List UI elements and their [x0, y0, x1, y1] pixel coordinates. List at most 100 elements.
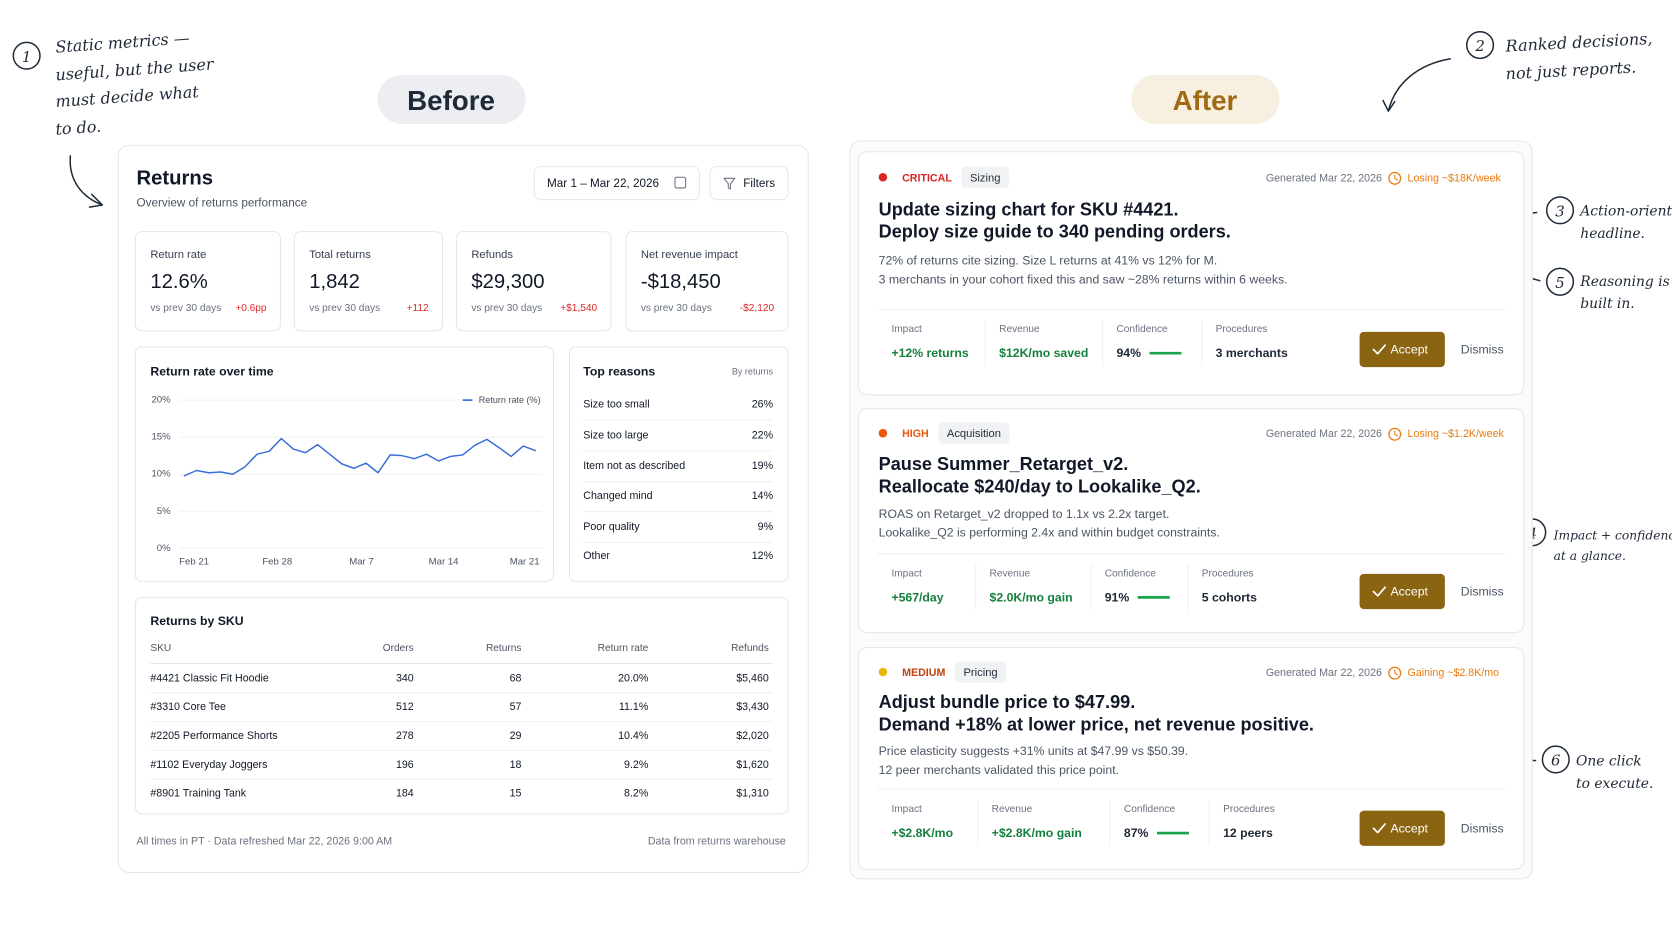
accept-label[interactable]: Accept	[1390, 342, 1428, 356]
accept-button[interactable]	[1359, 810, 1445, 846]
kpi-value: -$18,450	[641, 271, 721, 293]
kpi-card	[293, 231, 444, 332]
reasons-subtitle: By returns	[732, 366, 774, 376]
annotation-text: to do.	[55, 117, 102, 139]
status-icon	[1388, 171, 1402, 185]
annotation-number: 5	[1555, 274, 1564, 292]
reasons-card	[568, 346, 789, 582]
kpi-label: Return rate	[150, 249, 206, 261]
kpi-value: 12.6%	[150, 271, 207, 293]
category-label: Sizing	[970, 172, 1000, 184]
filters-button[interactable]	[709, 166, 789, 201]
kpi-compare: vs prev 30 days	[150, 303, 221, 314]
annotation-number: 3	[1555, 202, 1564, 220]
reason-label: Item not as described	[583, 460, 685, 472]
after-label: After	[1173, 85, 1238, 116]
check-icon	[1372, 823, 1387, 834]
table-header: SKU	[150, 643, 171, 654]
status-icon	[1388, 427, 1402, 441]
annotation-arrow	[1382, 58, 1451, 112]
annotation-number: 6	[1551, 752, 1560, 770]
reason-value: 12%	[752, 550, 774, 562]
metric-value: $2.0K/mo gain	[990, 590, 1073, 604]
status-icon-hand	[1394, 430, 1398, 437]
table-cell: 15	[510, 788, 522, 800]
headline: Demand +18% at lower price, net revenue …	[879, 714, 1314, 734]
x-tick-label: Mar 21	[510, 557, 540, 568]
status-icon-hand	[1394, 174, 1398, 181]
annotation-text: Action-oriented	[1578, 203, 1672, 219]
accept-button[interactable]	[1359, 573, 1445, 610]
table-cell: 10.4%	[618, 730, 649, 742]
dashboard-title: Returns	[136, 167, 213, 189]
accept-button[interactable]	[1359, 331, 1445, 368]
reason-value: 26%	[752, 398, 774, 410]
annotation-text: useful, but the user	[55, 54, 216, 84]
category-label: Pricing	[963, 667, 997, 679]
status-icon-hand	[1394, 669, 1398, 676]
category-pill	[961, 166, 1009, 188]
headline: Deploy size guide to 340 pending orders.	[879, 222, 1231, 242]
reasoning: ROAS on Retarget_v2 dropped to 1.1x vs 2…	[879, 507, 1170, 521]
status-text: Losing ~$1.2K/week	[1408, 428, 1505, 440]
metric-label: Confidence	[1124, 804, 1176, 815]
y-tick-label: 10%	[151, 469, 171, 480]
accept-label[interactable]: Accept	[1390, 821, 1428, 835]
table-cell: 68	[510, 672, 522, 684]
table-cell: 196	[396, 759, 414, 771]
table-cell: $5,460	[736, 672, 769, 684]
metric-value: +567/day	[891, 590, 943, 604]
severity-dot	[878, 667, 888, 677]
reason-label: Size too small	[583, 398, 649, 410]
metric-value: 94%	[1116, 346, 1141, 360]
kpi-value: 1,842	[309, 271, 360, 293]
dismiss-button[interactable]: Dismiss	[1461, 342, 1504, 356]
annotation-text: must decide what	[55, 82, 200, 111]
table-header: Refunds	[731, 643, 769, 654]
annotation-text: Ranked decisions,	[1504, 29, 1653, 56]
category-pill	[938, 422, 1010, 444]
accept-label[interactable]: Accept	[1390, 585, 1428, 599]
calendar-icon	[674, 176, 687, 189]
before-label: Before	[407, 85, 495, 116]
dismiss-button[interactable]: Dismiss	[1461, 821, 1504, 835]
kpi-label: Total returns	[309, 249, 371, 261]
reasoning: Lookalike_Q2 is performing 2.4x and with…	[879, 525, 1220, 539]
x-tick-label: Feb 21	[179, 557, 209, 568]
severity-label: HIGH	[902, 428, 929, 440]
generated-date: Generated Mar 22, 2026	[1266, 667, 1382, 679]
reason-value: 19%	[752, 460, 774, 472]
check-icon	[1372, 344, 1387, 355]
annotation-text: not just reports.	[1505, 57, 1637, 83]
annotation-number: 1	[22, 48, 31, 66]
kpi-delta: +112	[407, 303, 429, 314]
date-range-button[interactable]	[533, 166, 701, 201]
after-pill	[1131, 74, 1280, 124]
decision-card	[857, 408, 1525, 634]
severity-dot	[878, 428, 888, 438]
table-cell: $3,430	[736, 701, 769, 713]
chart-title: Return rate over time	[150, 364, 273, 378]
reason-value: 22%	[752, 429, 774, 441]
y-tick-label: 0%	[157, 543, 171, 554]
metric-value: 3 merchants	[1216, 346, 1288, 360]
kpi-compare: vs prev 30 days	[641, 303, 712, 314]
severity-dot	[878, 172, 888, 182]
headline: Update sizing chart for SKU #4421.	[879, 199, 1179, 219]
severity-label: MEDIUM	[902, 667, 945, 679]
table-cell: 8.2%	[624, 788, 649, 800]
annotation-text: headline.	[1580, 226, 1645, 242]
kpi-label: Refunds	[471, 249, 513, 261]
table-cell: 20.0%	[618, 672, 649, 684]
dismiss-button[interactable]: Dismiss	[1461, 585, 1504, 599]
metric-value: 87%	[1124, 826, 1149, 840]
table-cell: 340	[396, 672, 414, 684]
metric-label: Impact	[891, 324, 922, 335]
x-tick-label: Feb 28	[262, 557, 292, 568]
y-tick-label: 20%	[151, 395, 171, 406]
kpi-card	[134, 231, 281, 332]
reason-value: 9%	[758, 521, 774, 533]
reasoning: 72% of returns cite sizing. Size L retur…	[879, 253, 1218, 267]
headline: Reallocate $240/day to Lookalike_Q2.	[879, 476, 1201, 496]
